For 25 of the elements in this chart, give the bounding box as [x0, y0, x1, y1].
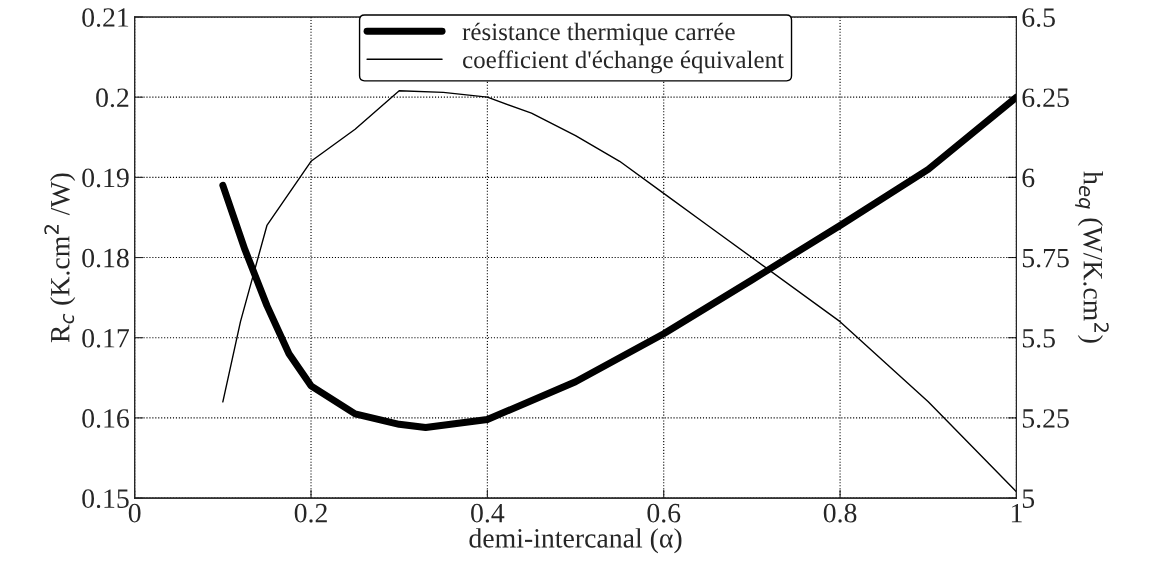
y-tick-label: 0.21 [82, 8, 129, 28]
x-tick-label: 0.4 [471, 503, 505, 523]
x-tick-label: 1 [1011, 503, 1022, 523]
y2-tick-label: 5.75 [1022, 248, 1069, 268]
y2-tick-label: 5.5 [1022, 329, 1055, 348]
x-tick-label: 0.2 [294, 503, 327, 523]
y-tick-label: 0.15 [82, 489, 129, 509]
legend-label: résistance thermique carrée [462, 22, 735, 46]
y-axis-title: R$_{c}$ (K.cm$^{2}$ /W) [44, 173, 76, 343]
y2-tick-label: 5.25 [1022, 409, 1069, 428]
y-tick-label: 0.16 [82, 409, 129, 428]
y2-tick-label: 6.25 [1022, 88, 1069, 108]
x-tick-label: 0.6 [647, 503, 681, 523]
x-tick-label: 0.8 [823, 503, 857, 523]
y-tick-label: 0.19 [82, 168, 129, 188]
y-tick-label: 0.18 [82, 248, 129, 268]
x-axis-title: demi-intercanal (α) [469, 528, 682, 554]
y2-tick-label: 6.5 [1022, 8, 1055, 28]
y2-tick-label: 6 [1022, 168, 1035, 188]
y-tick-label: 0.2 [96, 88, 129, 108]
y2-axis-title: h$_{eq}$ (W/K.cm$^{2}$) [1075, 171, 1109, 343]
y2-tick-label: 5 [1022, 489, 1035, 508]
x-tick-label: 0 [128, 503, 141, 523]
legend-label: coefficient d'échange équivalent [463, 50, 784, 74]
y-tick-label: 0.17 [82, 328, 130, 348]
